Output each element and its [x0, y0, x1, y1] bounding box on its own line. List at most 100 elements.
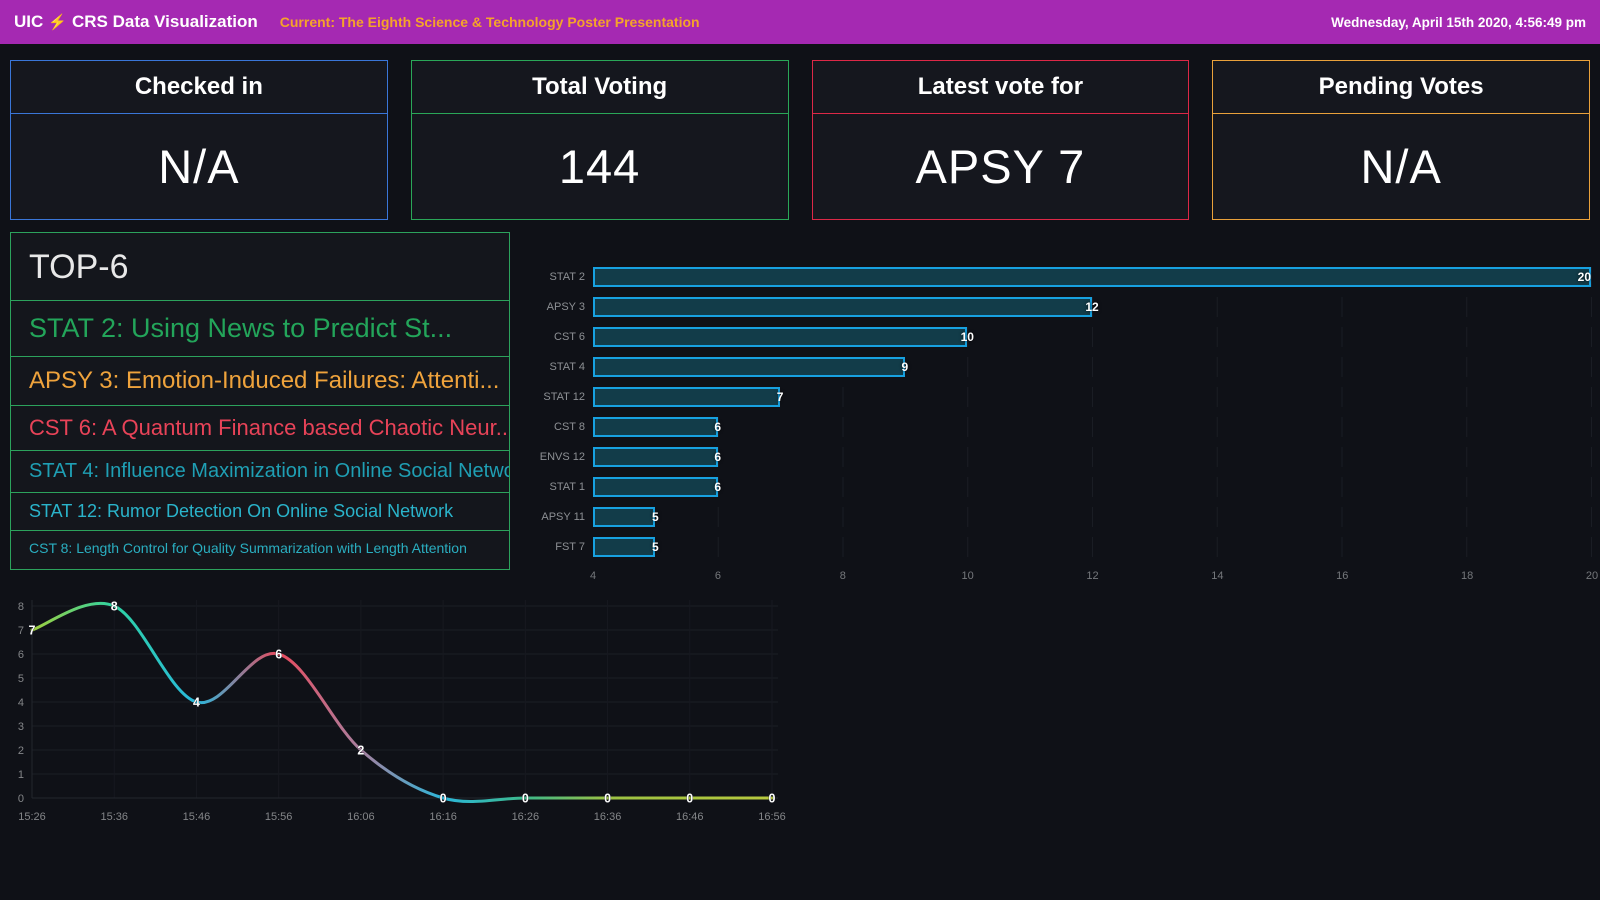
svg-text:8: 8 — [111, 600, 118, 614]
svg-text:16:06: 16:06 — [347, 811, 375, 823]
svg-text:0: 0 — [440, 792, 447, 806]
lightning-bolt-icon: ⚡ — [48, 14, 67, 31]
bar-category-label: STAT 1 — [549, 481, 585, 493]
svg-text:4: 4 — [193, 696, 200, 710]
bar-value-label: 7 — [776, 390, 784, 404]
svg-text:15:36: 15:36 — [100, 811, 128, 823]
bar-track: 6 — [593, 417, 1592, 437]
svg-text:6: 6 — [275, 648, 282, 662]
svg-text:2: 2 — [18, 745, 24, 757]
x-tick-label: 16 — [1336, 570, 1349, 582]
bar-row: APSY 3 12 — [530, 292, 1592, 322]
bar-value-label: 5 — [652, 510, 659, 524]
bar-track: 7 — [593, 387, 1592, 407]
svg-text:0: 0 — [686, 792, 693, 806]
bar — [593, 267, 1591, 287]
bar-category-label: STAT 12 — [543, 391, 585, 403]
svg-text:15:56: 15:56 — [265, 811, 293, 823]
x-tick-label: 14 — [1211, 570, 1224, 582]
bar-category-label: ENVS 12 — [539, 451, 585, 463]
datetime-label: Wednesday, April 15th 2020, 4:56:49 pm — [1331, 14, 1586, 30]
svg-text:16:56: 16:56 — [758, 811, 786, 823]
stat-cards-row: Checked in N/A Total Voting 144 Latest v… — [10, 60, 1590, 220]
bar-track: 5 — [593, 537, 1592, 557]
x-tick-label: 8 — [839, 570, 846, 582]
stat-card-value: 144 — [558, 140, 641, 193]
bar-category-label: CST 8 — [554, 421, 585, 433]
stat-card-title: Pending Votes — [1213, 61, 1589, 114]
bar — [593, 507, 656, 527]
bar — [593, 297, 1092, 317]
svg-text:0: 0 — [18, 793, 24, 805]
current-event-label: Current: The Eighth Science & Technology… — [279, 14, 700, 30]
bar-track: 6 — [593, 477, 1592, 497]
bar-value-label: 6 — [714, 480, 722, 494]
svg-text:16:46: 16:46 — [676, 811, 704, 823]
stat-card-value: APSY 7 — [915, 140, 1086, 193]
top6-item: APSY 3: Emotion-Induced Failures: Attent… — [11, 356, 509, 405]
app-title: UIC ⚡ CRS Data Visualization — [14, 12, 258, 32]
stat-card-title: Latest vote for — [812, 61, 1189, 114]
top6-panel: TOP-6 STAT 2: Using News to Predict St..… — [10, 232, 510, 570]
svg-text:6: 6 — [18, 649, 24, 661]
stat-card: Checked in N/A — [10, 60, 388, 220]
bar-value-label: 6 — [714, 450, 722, 464]
stat-card: Total Voting 144 — [410, 60, 789, 220]
bar-row: FST 7 5 — [530, 532, 1592, 562]
bar — [593, 327, 968, 347]
x-tick-label: 10 — [961, 570, 974, 582]
header-bar: UIC ⚡ CRS Data Visualization Current: Th… — [0, 0, 1600, 44]
bar-track: 6 — [593, 447, 1592, 467]
stat-card-title: Total Voting — [411, 61, 788, 114]
bar — [593, 537, 656, 557]
svg-text:3: 3 — [18, 721, 24, 733]
svg-text:4: 4 — [18, 697, 24, 709]
bar-track: 12 — [593, 297, 1592, 317]
bar-rows: STAT 2 20 APSY 3 12 CST 6 — [530, 252, 1592, 562]
bar-category-label: STAT 4 — [549, 361, 585, 373]
svg-text:16:26: 16:26 — [512, 811, 540, 823]
bar-row: CST 8 6 — [530, 412, 1592, 442]
top6-item: STAT 4: Influence Maximization in Online… — [11, 450, 509, 492]
votes-bar-chart: STAT 2 20 APSY 3 12 CST 6 — [530, 252, 1598, 586]
bar-category-label: APSY 3 — [546, 301, 585, 313]
bar-track: 10 — [593, 327, 1592, 347]
bar-track: 9 — [593, 357, 1592, 377]
app-title-left: UIC — [14, 12, 44, 31]
x-tick-label: 4 — [589, 570, 597, 582]
svg-text:5: 5 — [18, 673, 24, 685]
top6-item: CST 8: Length Control for Quality Summar… — [11, 530, 509, 565]
bar-category-label: FST 7 — [555, 541, 585, 553]
svg-text:1: 1 — [18, 769, 24, 781]
bar-value-label: 20 — [1577, 270, 1591, 284]
bar-value-label: 10 — [960, 330, 974, 344]
svg-text:2: 2 — [357, 744, 364, 758]
bar — [593, 447, 718, 467]
bar-category-label: APSY 11 — [541, 511, 585, 523]
svg-text:8: 8 — [18, 601, 24, 613]
bar-value-label: 6 — [714, 420, 722, 434]
x-tick-label: 12 — [1086, 570, 1099, 582]
svg-text:16:36: 16:36 — [594, 811, 622, 823]
svg-text:16:16: 16:16 — [429, 811, 457, 823]
bar-value-label: 12 — [1085, 300, 1099, 314]
bar-value-label: 9 — [901, 360, 909, 374]
bar-track: 5 — [593, 507, 1592, 527]
top6-item: CST 6: A Quantum Finance based Chaotic N… — [11, 405, 509, 450]
bar-row: ENVS 12 6 — [530, 442, 1592, 472]
bar-row: STAT 12 7 — [530, 382, 1592, 412]
svg-text:0: 0 — [604, 792, 611, 806]
bar-row: STAT 2 20 — [530, 262, 1592, 292]
top6-title: TOP-6 — [29, 248, 129, 286]
bar-x-axis: 4 6 8 10 12 14 16 18 20 — [589, 562, 1598, 586]
svg-text:0: 0 — [522, 792, 529, 806]
svg-text:7: 7 — [18, 625, 24, 637]
bar — [593, 417, 718, 437]
bar-row: STAT 4 9 — [530, 352, 1592, 382]
bar-track: 20 — [593, 267, 1592, 287]
stat-card: Latest vote for APSY 7 — [811, 60, 1190, 220]
svg-text:15:46: 15:46 — [183, 811, 211, 823]
svg-text:0: 0 — [769, 792, 776, 806]
